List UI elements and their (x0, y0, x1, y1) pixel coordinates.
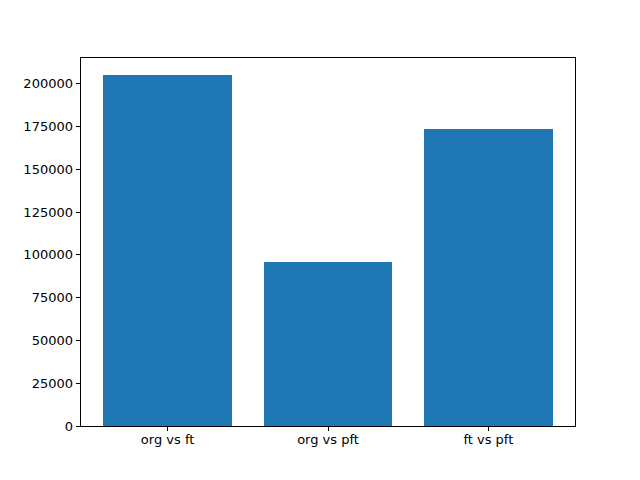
y-tick-label: 100000 (5, 247, 73, 262)
y-tick-mark (76, 83, 80, 84)
x-tick-label: ft vs pft (463, 432, 513, 447)
y-tick-mark (76, 169, 80, 170)
y-tick-label: 175000 (5, 119, 73, 134)
x-tick-mark (167, 427, 168, 431)
bar-chart-figure: 0 25000 50000 75000 100000 125000 150000 175000… (0, 0, 640, 480)
y-tick-mark (76, 340, 80, 341)
x-tick-label: org vs pft (297, 432, 359, 447)
y-tick-label: 0 (5, 419, 73, 434)
x-tick-label: org vs ft (141, 432, 195, 447)
y-tick-mark (76, 212, 80, 213)
y-tick-label: 25000 (5, 376, 73, 391)
bar-org-vs-ft (103, 75, 231, 426)
y-tick-label: 150000 (5, 162, 73, 177)
x-tick-mark (488, 427, 489, 431)
x-tick-mark (328, 427, 329, 431)
y-tick-label: 75000 (5, 290, 73, 305)
bar-org-vs-pft (264, 262, 392, 426)
plot-area: 0250005000075000100000125000150000175000… (80, 57, 576, 427)
bar-ft-vs-pft (424, 129, 552, 426)
y-tick-mark (76, 254, 80, 255)
y-tick-label: 200000 (5, 76, 73, 91)
y-tick-mark (76, 426, 80, 427)
y-tick-mark (76, 383, 80, 384)
y-tick-mark (76, 297, 80, 298)
y-tick-label: 125000 (5, 205, 73, 220)
y-tick-mark (76, 126, 80, 127)
y-tick-label: 50000 (5, 333, 73, 348)
